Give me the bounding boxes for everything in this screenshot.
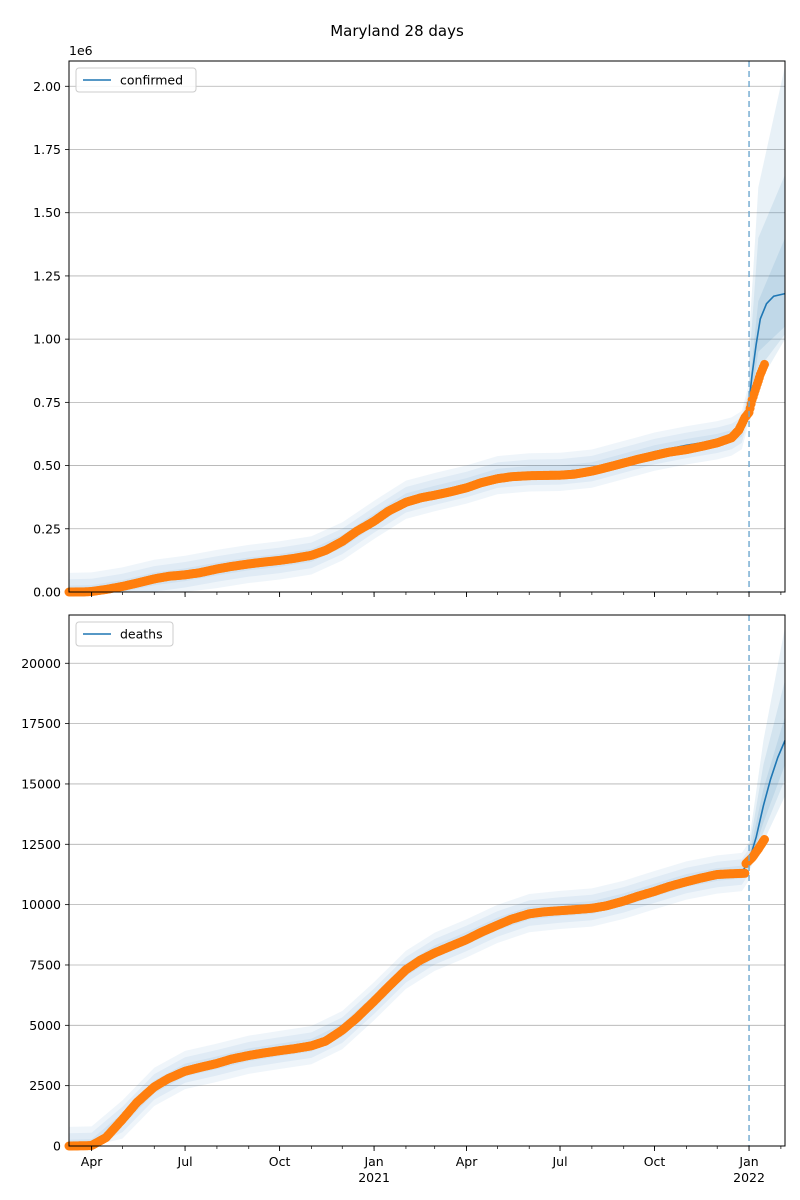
y-tick-label: 0.25 (33, 521, 61, 536)
confirmed-panel: 0.00 0.25 0.50 0.75 1.00 1.25 1.50 1.75 2.00 1e6 c… (33, 43, 786, 600)
y-tick-label: 7500 (29, 957, 61, 972)
y-tick-label: 17500 (21, 716, 61, 731)
legend-label: deaths (120, 627, 163, 642)
y-tick-label: 0.00 (33, 585, 61, 600)
y-tick-label: 15000 (21, 776, 61, 791)
plot-frame (68, 614, 786, 1147)
x-tick-label: Apr (81, 1154, 103, 1169)
chart-title: Maryland 28 days (330, 22, 464, 40)
y-tick-label: 0.75 (33, 395, 61, 410)
history-band (69, 389, 750, 592)
history-band (69, 383, 750, 592)
x-tick-label: Oct (269, 1154, 291, 1169)
x-tick-year-label: 2022 (733, 1170, 765, 1185)
legend-box (75, 67, 197, 93)
y-tick-label: 10000 (21, 897, 61, 912)
y-tick-label: 12500 (21, 837, 61, 852)
y-tick-label: 1.75 (33, 142, 61, 157)
history-band (69, 848, 750, 1146)
y-tick-label: 2.00 (33, 79, 61, 94)
y-tick-label: 1.25 (33, 268, 61, 283)
observed-point (740, 868, 750, 878)
y-tick-label: 20000 (21, 656, 61, 671)
observed-point (760, 359, 769, 369)
x-tick-label: Jan (363, 1154, 383, 1169)
y-tick-label: 2500 (29, 1078, 61, 1093)
x-tick-label: Apr (456, 1154, 478, 1169)
y-tick-label: 1.00 (33, 332, 61, 347)
deaths-panel: 0 2500 5000 7500 10000 12500 15000 17500 20000 Ap… (21, 614, 786, 1185)
x-tick-label: Jul (177, 1154, 193, 1169)
legend-box (75, 621, 174, 647)
legend-label: confirmed (120, 73, 183, 88)
y-tick-label: 0 (53, 1139, 61, 1154)
history-band (69, 842, 750, 1146)
observed-point (760, 835, 769, 844)
x-tick-label: Jan (738, 1154, 758, 1169)
y-tick-label: 5000 (29, 1018, 61, 1033)
uncertainty-band (749, 680, 785, 869)
uncertainty-band (749, 627, 785, 871)
plot-frame (68, 60, 786, 593)
uncertainty-band (749, 174, 785, 421)
y-scale-label: 1e6 (69, 43, 93, 58)
y-tick-label: 0.50 (33, 458, 61, 473)
history-band (69, 395, 750, 592)
x-tick-label: Oct (644, 1154, 666, 1169)
x-tick-year-label: 2021 (358, 1170, 390, 1185)
x-tick-label: Jul (551, 1154, 567, 1169)
y-tick-label: 1.50 (33, 205, 61, 220)
uncertainty-band (749, 238, 785, 415)
